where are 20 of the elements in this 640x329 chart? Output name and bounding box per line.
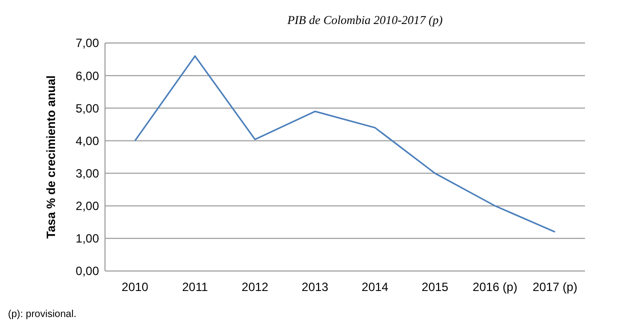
x-tick-label: 2011: [182, 280, 208, 294]
y-tick-label: 7,00: [76, 36, 100, 50]
x-tick-label: 2014: [362, 280, 389, 294]
y-tick-label: 5,00: [76, 101, 100, 116]
x-tick-label: 2012: [242, 280, 269, 294]
x-tick-label: 2016 (p): [472, 280, 518, 294]
y-tick-label: 2,00: [76, 199, 100, 214]
text: (p): provisional.: [8, 309, 76, 320]
y-axis-title: Tasa % de crecimiento anual: [44, 75, 58, 239]
y-tick-label: 3,00: [76, 166, 100, 180]
line-series: [134, 55, 556, 233]
y-tick-label: 1,00: [76, 232, 100, 246]
x-tick-label: 2015: [422, 280, 449, 294]
chart-title: PIB de Colombia 2010-2017 (p): [286, 13, 443, 27]
y-tick-label: 4,00: [76, 134, 100, 148]
x-tick-label: 2017 (p): [532, 280, 578, 294]
x-tick-label: 2010: [122, 280, 149, 294]
y-tick-label: 6,00: [76, 68, 100, 83]
y-tick-label: 0,00: [76, 264, 100, 278]
x-tick-label: 2013: [302, 280, 329, 294]
